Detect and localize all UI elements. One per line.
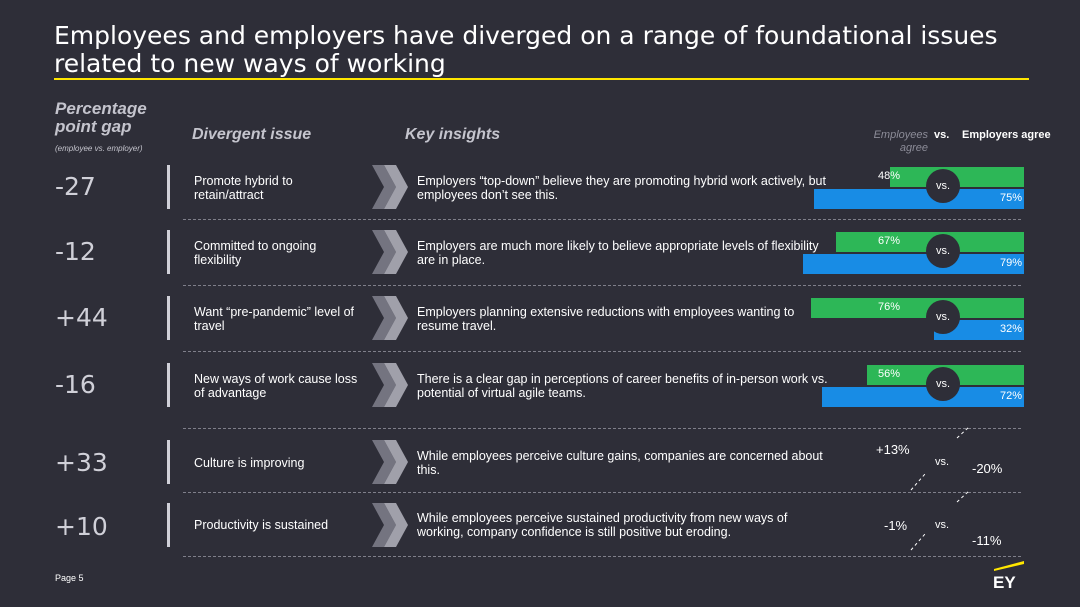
- gap-value: -16: [55, 370, 96, 399]
- header-employees: Employees agree: [873, 129, 928, 154]
- gap-value: +10: [55, 512, 108, 541]
- employers-label: 72%: [999, 390, 1022, 402]
- trend-lines: [910, 426, 971, 491]
- employees-bar: [811, 298, 1024, 318]
- employees-change: -1%: [884, 518, 908, 533]
- gap-value: -27: [55, 172, 96, 201]
- header-vs: vs.: [934, 129, 950, 141]
- double-chevron-icon: [372, 363, 408, 407]
- row-separator: [183, 285, 1021, 286]
- table-row: +44 Want “pre-pandemic” level of travel …: [0, 291, 1080, 351]
- employees-label: 67%: [878, 235, 901, 247]
- insight-text: Employers planning extensive reductions …: [417, 305, 795, 333]
- gap-value: -12: [55, 237, 96, 266]
- double-chevron-icon: [372, 230, 408, 274]
- gap-value: +44: [55, 303, 108, 332]
- insight-text: Employers “top-down” believe they are pr…: [417, 174, 826, 202]
- employees-label: 56%: [878, 368, 901, 380]
- employers-label: 32%: [999, 323, 1022, 335]
- vs-label: vs.: [935, 519, 950, 531]
- issue-text: Want “pre-pandemic” level of travel: [194, 305, 355, 333]
- header-employers: Employers agree: [962, 129, 1051, 141]
- employees-change: +13%: [876, 442, 910, 457]
- employers-label: 75%: [999, 192, 1022, 204]
- header-gap: Percentage point gap: [55, 99, 147, 136]
- table-row: -16 New ways of work cause loss of advan…: [0, 358, 1080, 418]
- employers-change: -11%: [972, 533, 1002, 548]
- page-title: Employees and employers have diverged on…: [54, 21, 998, 78]
- employees-label: 48%: [878, 170, 901, 182]
- vs-circle: vs.: [926, 169, 960, 203]
- double-chevron-icon: [372, 503, 408, 547]
- vs-circle: vs.: [926, 367, 960, 401]
- row-separator: [183, 428, 1021, 429]
- ey-logo: EY: [993, 561, 1024, 590]
- page-number: Page 5: [55, 573, 84, 583]
- row-divider: [167, 503, 170, 547]
- issue-text: Culture is improving: [194, 456, 305, 470]
- employers-bar: [814, 189, 1024, 209]
- title-underline: [54, 78, 1029, 80]
- double-chevron-icon: [372, 165, 408, 209]
- insight-text: While employees perceive sustained produ…: [417, 511, 788, 539]
- insight-text: While employees perceive culture gains, …: [417, 449, 823, 477]
- row-separator: [183, 492, 1021, 493]
- table-row: +33 Culture is improving While employees…: [0, 426, 1080, 494]
- table-row: -27 Promote hybrid to retain/attract Emp…: [0, 160, 1080, 220]
- issue-text: Committed to ongoing flexibility: [194, 239, 317, 267]
- issue-text: New ways of work cause loss of advantage: [194, 372, 358, 400]
- row-divider: [167, 440, 170, 484]
- gap-value: +33: [55, 448, 108, 477]
- header-issue: Divergent issue: [192, 126, 312, 143]
- header-gap-sub: (employee vs. employer): [55, 144, 143, 153]
- svg-text:EY: EY: [993, 573, 1016, 590]
- table-row: +10 Productivity is sustained While empl…: [0, 490, 1080, 558]
- row-divider: [167, 165, 170, 209]
- vs-circle: vs.: [926, 234, 960, 268]
- row-divider: [167, 363, 170, 407]
- employers-bar: [822, 387, 1024, 407]
- issue-text: Promote hybrid to retain/attract: [194, 174, 293, 202]
- employers-bar: [802, 254, 1024, 274]
- insight-text: Employers are much more likely to believ…: [417, 239, 819, 267]
- double-chevron-icon: [372, 296, 408, 340]
- vs-circle: vs.: [926, 300, 960, 334]
- row-divider: [167, 296, 170, 340]
- row-separator: [183, 219, 1021, 220]
- insight-text: There is a clear gap in perceptions of c…: [417, 372, 828, 400]
- double-chevron-icon: [372, 440, 408, 484]
- trend-lines: [910, 490, 971, 551]
- employees-label: 76%: [878, 301, 901, 313]
- row-separator: [183, 556, 1021, 557]
- table-row: -12 Committed to ongoing flexibility Emp…: [0, 225, 1080, 285]
- issue-text: Productivity is sustained: [194, 518, 329, 532]
- employers-change: -20%: [972, 461, 1003, 476]
- row-separator: [183, 351, 1021, 352]
- vs-label: vs.: [935, 456, 950, 468]
- header-insight: Key insights: [405, 126, 501, 143]
- employers-label: 79%: [999, 257, 1022, 269]
- row-divider: [167, 230, 170, 274]
